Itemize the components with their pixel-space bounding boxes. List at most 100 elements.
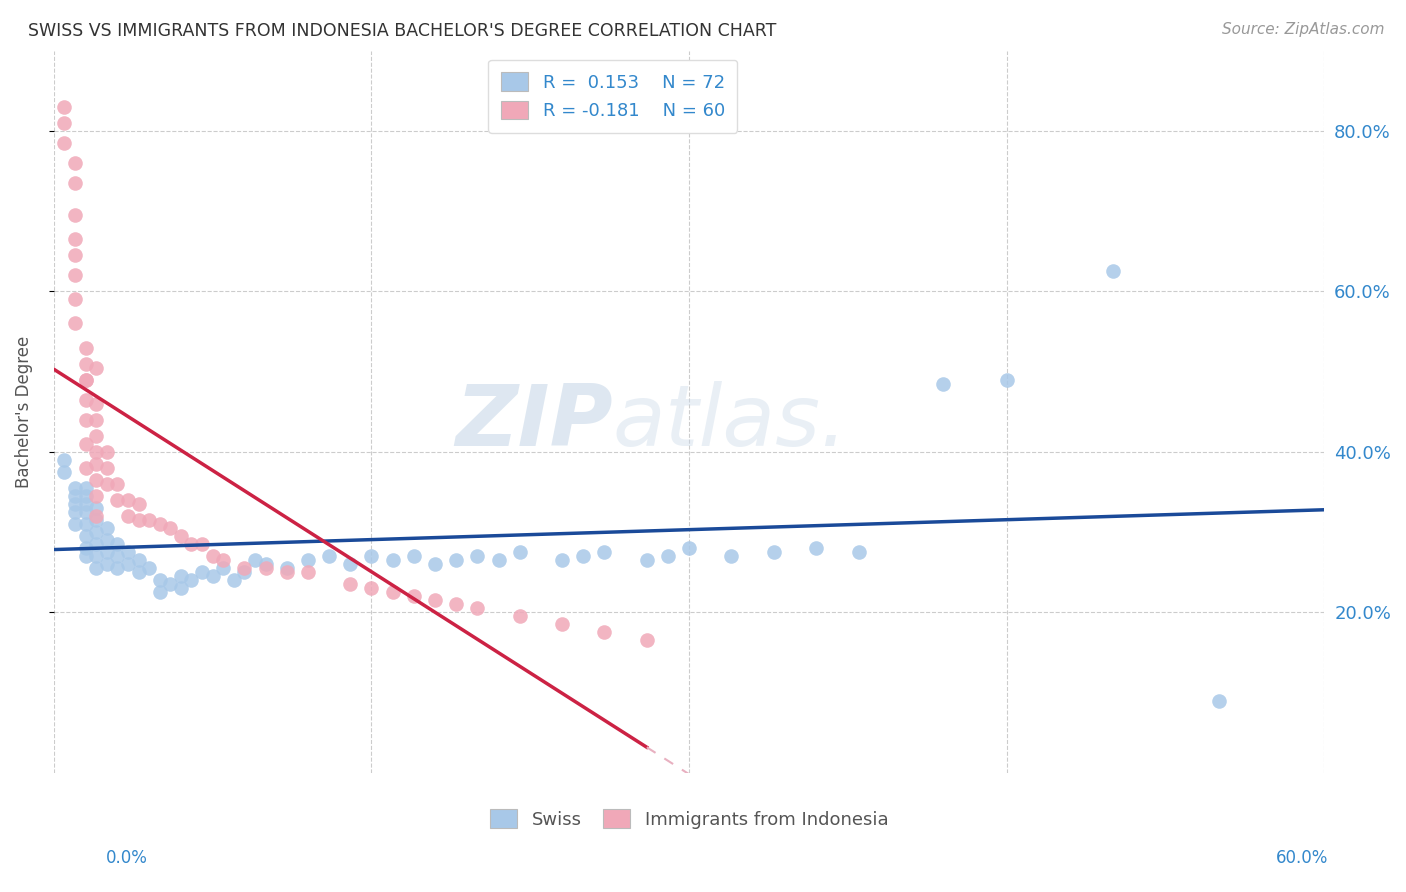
Point	[212, 561, 235, 575]
Point	[105, 549, 128, 563]
Point	[804, 541, 827, 555]
Point	[117, 545, 139, 559]
Point	[84, 489, 107, 503]
Point	[138, 561, 160, 575]
Text: 0.0%: 0.0%	[105, 849, 148, 867]
Point	[636, 633, 658, 648]
Point	[254, 557, 277, 571]
Point	[149, 585, 172, 599]
Point	[84, 429, 107, 443]
Point	[96, 461, 118, 475]
Point	[339, 557, 361, 571]
Point	[63, 232, 86, 246]
Point	[75, 373, 97, 387]
Point	[720, 549, 742, 563]
Point	[84, 549, 107, 563]
Point	[84, 537, 107, 551]
Point	[75, 357, 97, 371]
Point	[75, 373, 97, 387]
Text: SWISS VS IMMIGRANTS FROM INDONESIA BACHELOR'S DEGREE CORRELATION CHART: SWISS VS IMMIGRANTS FROM INDONESIA BACHE…	[28, 22, 776, 40]
Point	[170, 529, 193, 543]
Point	[381, 553, 404, 567]
Point	[53, 465, 76, 479]
Point	[932, 376, 955, 391]
Point	[149, 573, 172, 587]
Point	[467, 549, 489, 563]
Point	[159, 577, 181, 591]
Point	[75, 497, 97, 511]
Point	[63, 489, 86, 503]
Point	[84, 524, 107, 539]
Point	[1208, 693, 1230, 707]
Text: Source: ZipAtlas.com: Source: ZipAtlas.com	[1222, 22, 1385, 37]
Point	[191, 537, 214, 551]
Point	[191, 565, 214, 579]
Point	[276, 565, 298, 579]
Point	[96, 477, 118, 491]
Point	[96, 557, 118, 571]
Point	[105, 492, 128, 507]
Point	[212, 553, 235, 567]
Point	[63, 268, 86, 283]
Point	[297, 565, 319, 579]
Point	[170, 581, 193, 595]
Point	[360, 581, 382, 595]
Point	[75, 413, 97, 427]
Point	[593, 545, 616, 559]
Point	[53, 116, 76, 130]
Point	[509, 609, 531, 624]
Point	[96, 545, 118, 559]
Point	[63, 248, 86, 262]
Point	[509, 545, 531, 559]
Point	[117, 508, 139, 523]
Point	[63, 317, 86, 331]
Text: atlas.: atlas.	[613, 381, 848, 464]
Point	[84, 500, 107, 515]
Point	[1101, 264, 1123, 278]
Point	[222, 573, 245, 587]
Point	[360, 549, 382, 563]
Point	[149, 516, 172, 531]
Point	[75, 437, 97, 451]
Point	[636, 553, 658, 567]
Point	[995, 373, 1018, 387]
Point	[84, 473, 107, 487]
Point	[53, 453, 76, 467]
Point	[848, 545, 870, 559]
Point	[402, 549, 425, 563]
Text: ZIP: ZIP	[456, 381, 613, 464]
Point	[96, 533, 118, 547]
Point	[75, 461, 97, 475]
Point	[180, 537, 202, 551]
Point	[243, 553, 266, 567]
Point	[75, 529, 97, 543]
Point	[572, 549, 595, 563]
Point	[444, 553, 467, 567]
Point	[84, 508, 107, 523]
Point	[63, 208, 86, 222]
Point	[423, 593, 446, 607]
Point	[84, 360, 107, 375]
Y-axis label: Bachelor's Degree: Bachelor's Degree	[15, 335, 32, 488]
Point	[201, 549, 224, 563]
Point	[128, 565, 150, 579]
Text: 60.0%: 60.0%	[1277, 849, 1329, 867]
Point	[297, 553, 319, 567]
Point	[551, 617, 574, 632]
Point	[233, 561, 256, 575]
Point	[63, 481, 86, 495]
Legend: Swiss, Immigrants from Indonesia: Swiss, Immigrants from Indonesia	[482, 802, 896, 836]
Point	[117, 557, 139, 571]
Point	[75, 541, 97, 555]
Point	[339, 577, 361, 591]
Point	[657, 549, 679, 563]
Point	[84, 513, 107, 527]
Point	[233, 565, 256, 579]
Point	[75, 341, 97, 355]
Point	[381, 585, 404, 599]
Point	[84, 561, 107, 575]
Point	[159, 521, 181, 535]
Point	[467, 601, 489, 615]
Point	[423, 557, 446, 571]
Point	[444, 597, 467, 611]
